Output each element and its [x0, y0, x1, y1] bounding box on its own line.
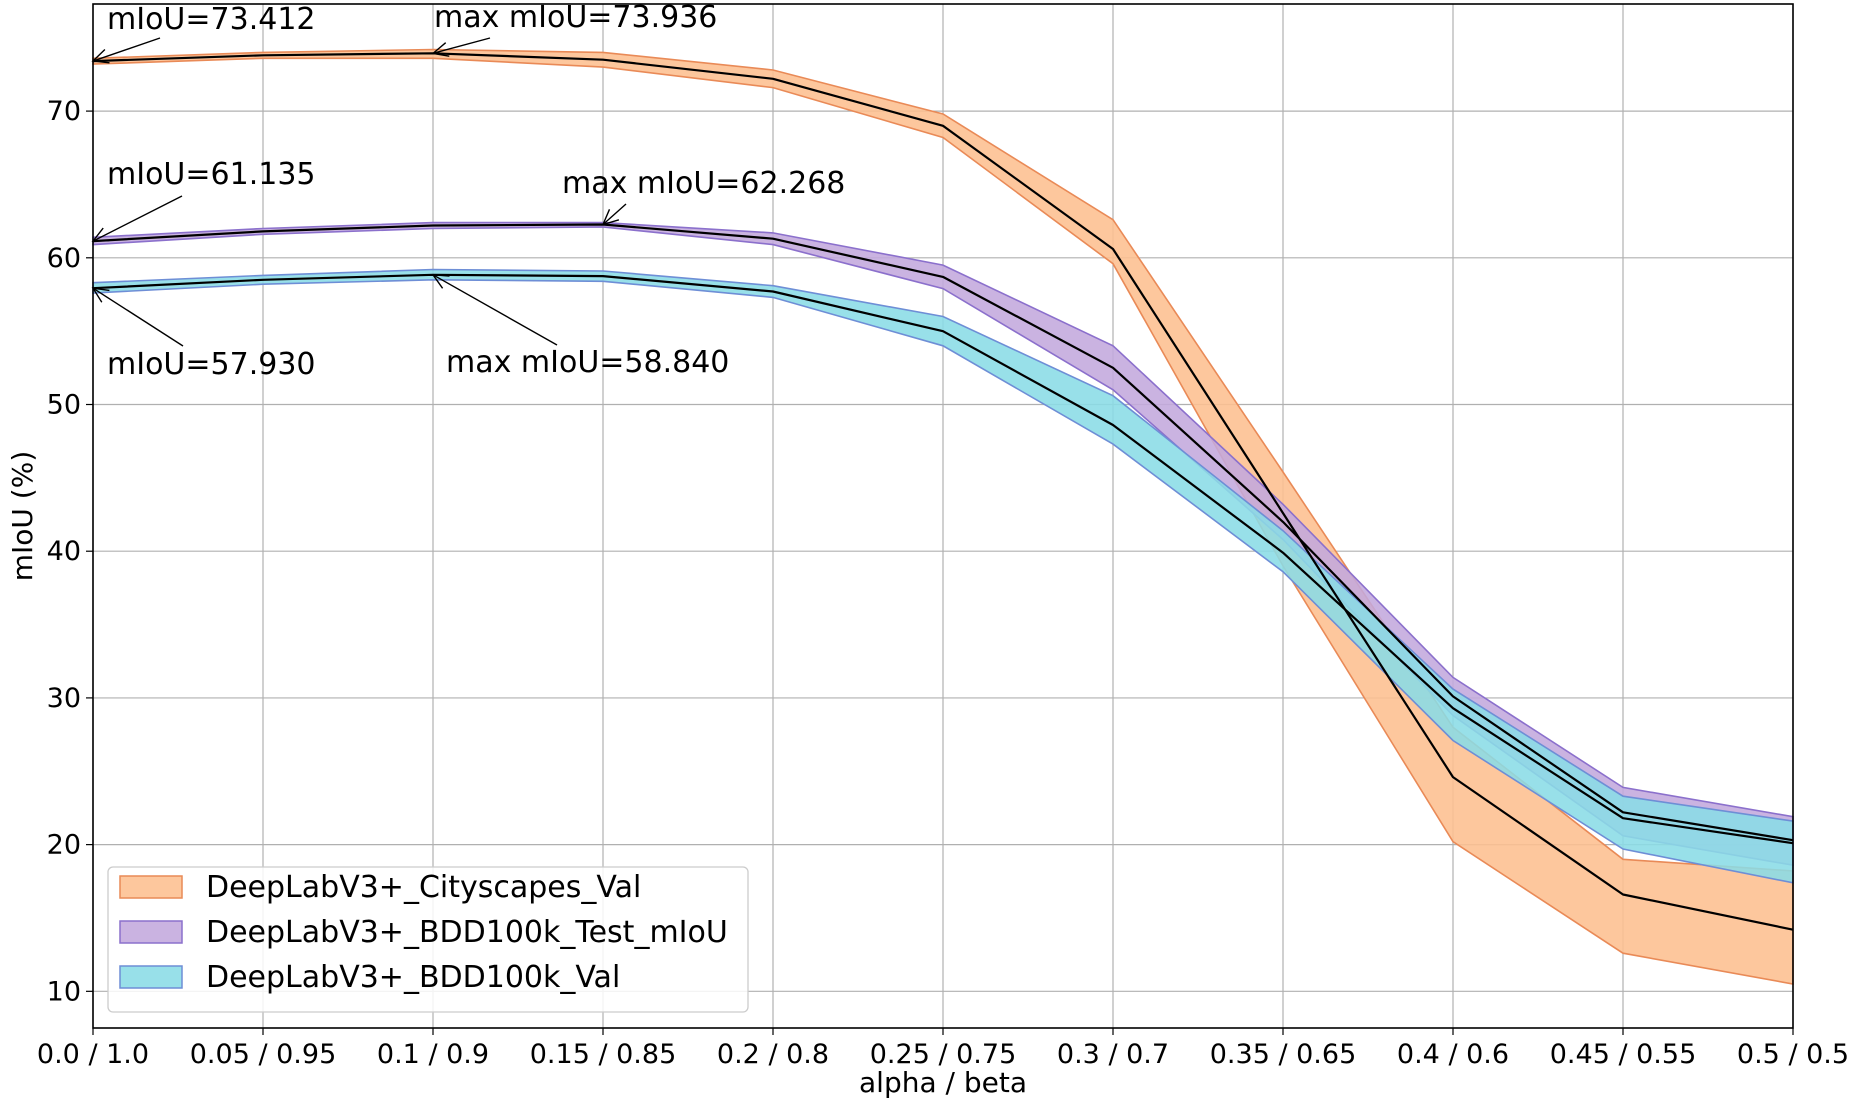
- annotation-label: mIoU=73.412: [107, 2, 316, 37]
- series-line-2: [92, 273, 1794, 845]
- legend: DeepLabV3+_Cityscapes_Val DeepLabV3+_BDD1…: [107, 866, 749, 1013]
- x-tick-label: 0.4 / 0.6: [1397, 1039, 1509, 1070]
- annotation-label: mIoU=57.930: [107, 347, 316, 382]
- legend-label-0: DeepLabV3+_Cityscapes_Val: [206, 870, 641, 905]
- x-tick-label: 0.45 / 0.55: [1550, 1039, 1697, 1070]
- annotation-label: mIoU=61.135: [107, 157, 316, 192]
- annotation-arrow-line: [432, 274, 558, 346]
- x-tick-label: 0.05 / 0.95: [190, 1039, 337, 1070]
- annotation-label: max mIoU=73.936: [434, 0, 717, 35]
- x-tick-label: 0.0 / 1.0: [37, 1039, 149, 1070]
- y-tick-label: 30: [47, 683, 81, 714]
- annotations: mIoU=73.412 max mIoU=73.936 mIoU=61.135 max…: [91, 0, 845, 382]
- annotation-arrow-head: [431, 273, 450, 289]
- y-tick-label: 70: [47, 96, 81, 127]
- x-tick-label: 0.35 / 0.65: [1210, 1039, 1357, 1070]
- legend-frame: [107, 866, 749, 1013]
- annotation-label: max mIoU=62.268: [562, 166, 845, 201]
- legend-label-1: DeepLabV3+_BDD100k_Test_mIoU: [206, 915, 728, 950]
- legend-swatch-0: [119, 875, 183, 899]
- y-tick-label: 10: [47, 976, 81, 1007]
- annotation-arrow-head: [91, 48, 110, 64]
- legend-label-2: DeepLabV3+_BDD100k_Val: [206, 960, 620, 995]
- annotation-arrow-head: [91, 287, 110, 303]
- annotation-arrow-line: [92, 195, 183, 242]
- x-axis-label: alpha / beta: [859, 1066, 1027, 1099]
- annotation-label: max mIoU=58.840: [446, 345, 729, 380]
- x-tick-label: 0.1 / 0.9: [377, 1039, 489, 1070]
- annotation-arrow-line: [432, 37, 491, 55]
- y-tick-label: 60: [47, 243, 81, 274]
- annotation-arrow-line: [92, 287, 184, 347]
- axis-ticks: 0.0 / 1.0 0.05 / 0.95 0.1 / 0.9 0.15 / 0.85…: [37, 96, 1849, 1070]
- x-tick-label: 0.3 / 0.7: [1057, 1039, 1169, 1070]
- x-tick-label: 0.15 / 0.85: [530, 1039, 677, 1070]
- y-tick-label: 20: [47, 830, 81, 861]
- annotation-arrow-head: [431, 42, 450, 57]
- annotation-arrow-line: [602, 203, 627, 226]
- y-tick-label: 40: [47, 536, 81, 567]
- x-tick-label: 0.2 / 0.8: [717, 1039, 829, 1070]
- x-tick-label: 0.25 / 0.75: [870, 1039, 1017, 1070]
- x-tick-label: 0.5 / 0.5: [1737, 1039, 1849, 1070]
- series-lines: [92, 52, 1794, 931]
- series-line-0: [92, 52, 1794, 931]
- y-tick-label: 50: [47, 390, 81, 421]
- annotation-arrow-line: [92, 37, 161, 62]
- legend-swatch-1: [119, 920, 183, 944]
- annotation-arrow-head: [601, 209, 620, 226]
- annotation-arrow-head: [91, 227, 110, 242]
- legend-swatch-2: [119, 965, 183, 989]
- y-axis-label: mIoU (%): [6, 451, 39, 582]
- series-line-1: [92, 223, 1794, 842]
